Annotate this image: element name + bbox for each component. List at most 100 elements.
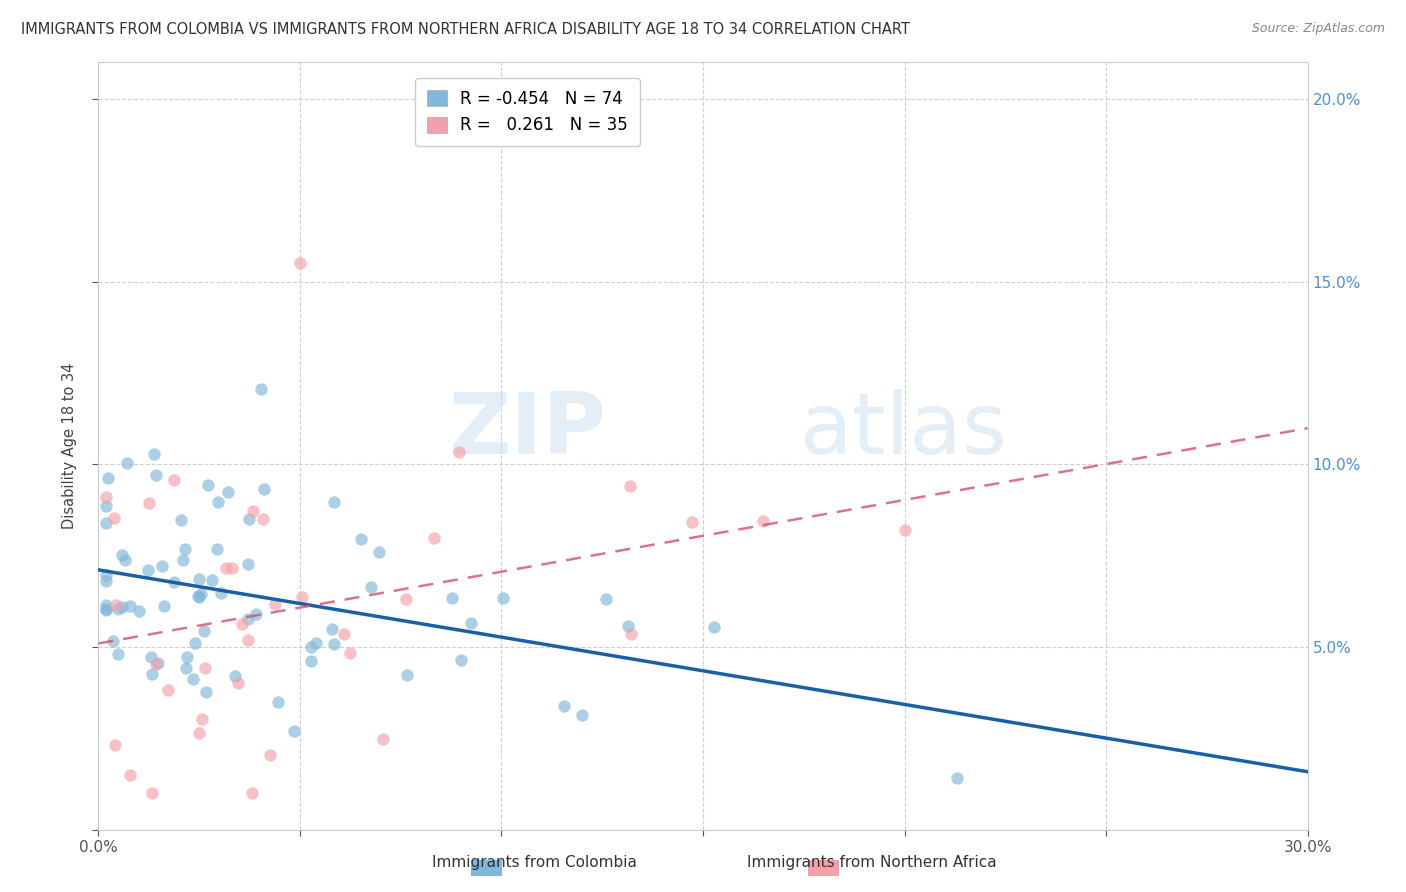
Point [350,532,373,546]
Point [681,515,703,529]
Point [163,575,186,590]
Point [152,558,174,573]
Point [187,589,209,603]
Point [236,633,259,648]
Point [139,650,162,665]
Point [181,672,204,686]
Point [174,541,197,556]
Point [283,723,305,738]
Point [145,468,167,483]
Point [221,560,243,574]
Point [752,514,775,528]
Point [620,627,643,641]
Legend: R = -0.454   N = 74, R =   0.261   N = 35: R = -0.454 N = 74, R = 0.261 N = 35 [415,78,640,146]
Point [492,591,515,605]
Point [323,495,346,509]
Point [304,636,326,650]
Point [339,646,361,660]
Point [174,661,197,675]
Point [190,586,212,600]
Point [188,726,211,740]
Point [114,552,136,566]
Point [111,600,134,615]
Text: IMMIGRANTS FROM COLOMBIA VS IMMIGRANTS FROM NORTHERN AFRICA DISABILITY AGE 18 TO: IMMIGRANTS FROM COLOMBIA VS IMMIGRANTS F… [21,22,910,37]
Point [299,654,322,668]
Point [332,627,354,641]
Point [115,456,138,470]
Point [224,669,246,683]
Point [299,640,322,654]
Point [440,591,463,606]
Point [184,636,207,650]
Point [176,650,198,665]
Point [141,786,163,800]
Point [128,604,150,618]
Point [188,590,211,604]
Point [193,624,215,638]
Point [619,479,641,493]
Point [242,504,264,518]
Point [96,598,118,612]
Point [153,599,176,614]
Text: ZIP: ZIP [449,389,606,472]
Point [288,256,311,270]
Point [101,634,124,648]
Point [207,495,229,509]
Point [396,668,419,682]
Text: atlas: atlas [800,389,1008,472]
Point [322,637,344,651]
Point [96,471,118,485]
Point [145,657,167,672]
Text: Immigrants from Northern Africa: Immigrants from Northern Africa [747,855,997,870]
Point [107,602,129,616]
Point [142,447,165,461]
Point [253,482,276,496]
Point [104,738,127,752]
Point [96,490,118,504]
Point [215,560,238,574]
Point [217,484,239,499]
Point [118,599,141,613]
Point [236,612,259,626]
Point [172,553,194,567]
Point [703,620,725,634]
Point [103,511,125,525]
Point [423,531,446,545]
Point [136,563,159,577]
Point [252,511,274,525]
Point [96,574,118,588]
Point [96,603,118,617]
Point [267,695,290,709]
Point [395,592,418,607]
Point [96,567,118,582]
Point [187,572,209,586]
Point [201,573,224,587]
Point [231,617,253,632]
Point [553,699,575,714]
Point [263,597,285,611]
Point [321,622,343,636]
Point [250,382,273,396]
Point [96,516,118,530]
Point [617,618,640,632]
Point [138,496,160,510]
Point [194,685,217,699]
Point [368,545,391,559]
Point [96,602,118,616]
Point [197,478,219,492]
Point [245,607,267,622]
Point [148,656,170,670]
Point [170,513,193,527]
Point [291,590,314,604]
Point [238,512,260,526]
Point [120,768,142,782]
Point [450,652,472,666]
Text: Immigrants from Colombia: Immigrants from Colombia [432,855,637,870]
Point [240,786,263,800]
Point [259,747,281,762]
Point [96,499,118,513]
Point [190,712,212,726]
Point [163,473,186,487]
Point [449,445,471,459]
Point [105,599,128,613]
